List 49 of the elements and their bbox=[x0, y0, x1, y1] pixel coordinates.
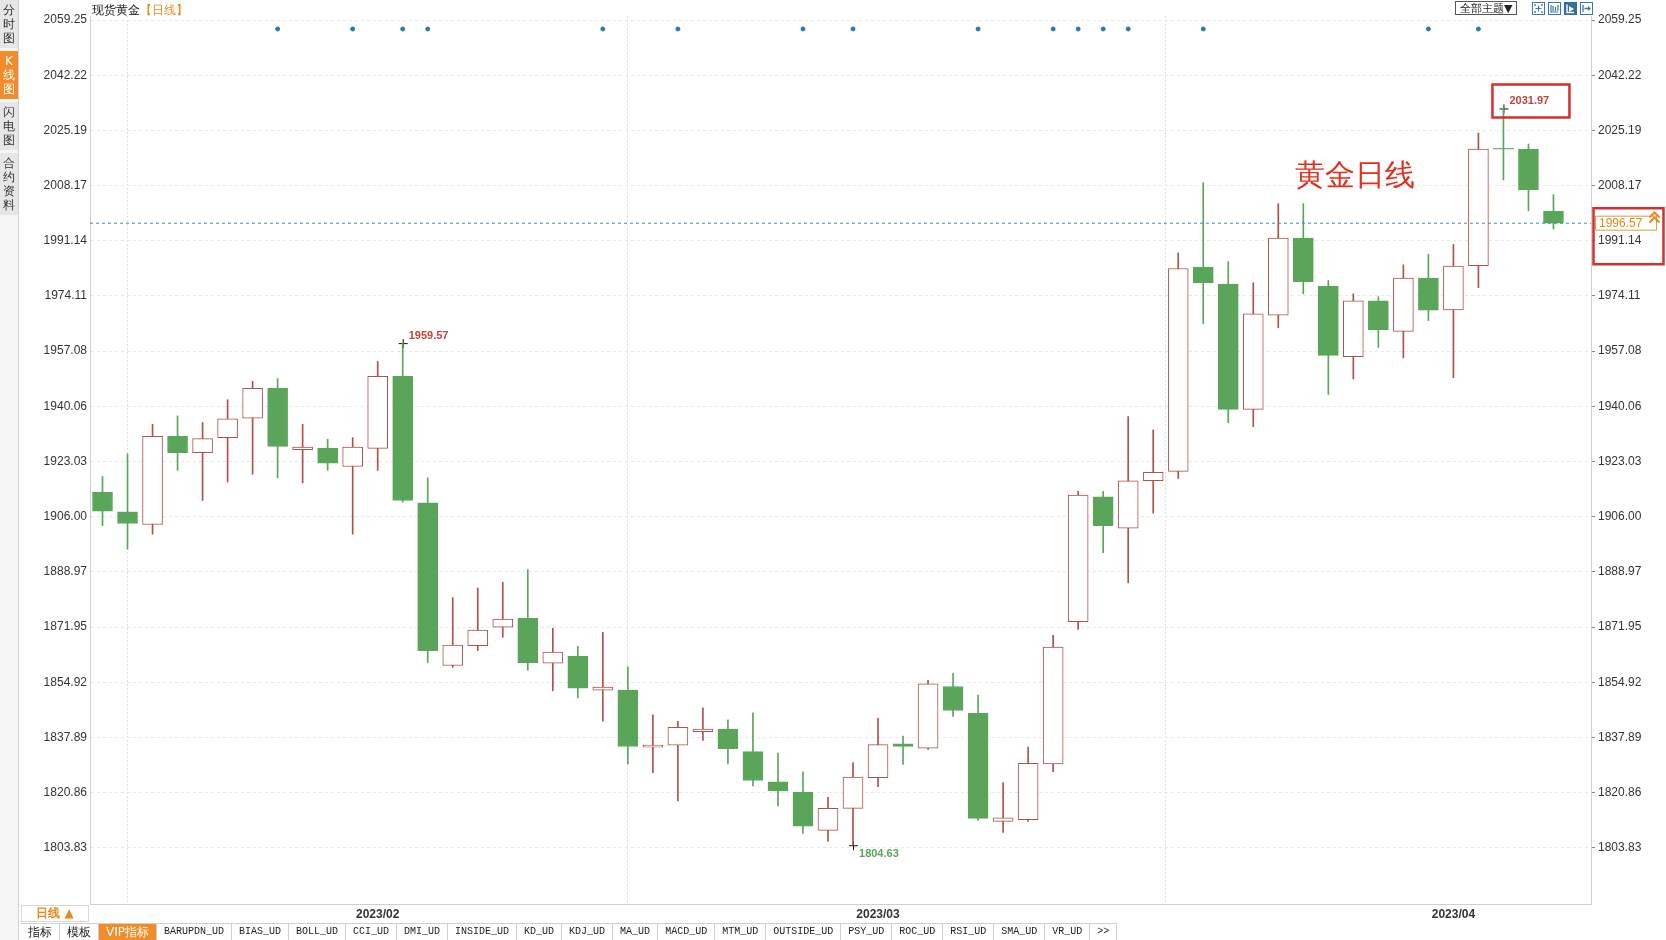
y-tick-label: 2059.25 bbox=[43, 12, 88, 27]
y-tick-label: 1991.14 bbox=[43, 233, 88, 248]
y-tick-label: 2025.19 bbox=[43, 122, 88, 137]
y-tick-label: 2042.22 bbox=[43, 67, 88, 82]
chart-subtitle: 【日线】 bbox=[140, 3, 188, 17]
y2-tick-label: 1923.03 bbox=[1598, 453, 1642, 468]
theme-dropdown: 全部主题▼ bbox=[1455, 1, 1518, 15]
y2-tick-label: 2059.25 bbox=[1598, 12, 1642, 27]
y2-tick-label: 1888.97 bbox=[1598, 564, 1642, 579]
y-tick-label: 1871.95 bbox=[43, 619, 88, 634]
y-tick-label: 1974.11 bbox=[44, 288, 88, 303]
y2-tick-label: 1940.06 bbox=[1598, 398, 1642, 413]
annotation: 黄金日线 bbox=[1295, 156, 1416, 192]
y2-tick-label: 1837.89 bbox=[1598, 729, 1642, 744]
annotation: 1804.63 bbox=[859, 846, 899, 859]
x-tick-label: 2023/02 bbox=[356, 906, 400, 921]
y-tick-label: 1854.92 bbox=[43, 674, 88, 689]
y2-tick-label: 1854.92 bbox=[1598, 674, 1642, 689]
period-dropdown: 日线 ▲ bbox=[21, 905, 89, 922]
y2-tick-label: 1871.95 bbox=[1598, 619, 1642, 634]
sidebar-tab: 合约资料 bbox=[0, 153, 18, 218]
y-tick-label: 1957.08 bbox=[43, 343, 88, 358]
y2-tick-label: 2042.22 bbox=[1598, 67, 1642, 82]
annotation: 2031.97 bbox=[1509, 93, 1550, 106]
x-tick-label: 2023/04 bbox=[1431, 906, 1476, 921]
y-tick-label: 1803.83 bbox=[43, 840, 88, 855]
y2-tick-label: 1991.14 bbox=[1598, 233, 1642, 248]
y-tick-label: 1906.00 bbox=[43, 509, 88, 524]
y2-tick-label: 1906.00 bbox=[1598, 509, 1642, 524]
ref-line-label: 1996.57 bbox=[1599, 216, 1643, 230]
y2-tick-label: 1820.86 bbox=[1598, 784, 1642, 799]
sidebar-tab: 闪电图 bbox=[0, 102, 18, 153]
y2-tick-label: 1957.08 bbox=[1598, 343, 1642, 358]
annotation: 1959.57 bbox=[408, 328, 449, 341]
y-tick-label: 1837.89 bbox=[43, 729, 88, 744]
chart-title: 现货黄金 bbox=[92, 3, 140, 17]
y2-tick-label: 1803.83 bbox=[1598, 840, 1642, 855]
indicator-tab: VIP指标 bbox=[99, 924, 157, 940]
sidebar-tab: K线图 bbox=[0, 51, 18, 102]
y2-tick-label: 2025.19 bbox=[1598, 122, 1642, 137]
y2-tick-label: 2008.17 bbox=[1598, 177, 1642, 192]
y-tick-label: 2008.17 bbox=[43, 177, 88, 192]
sidebar-tab: 分时图 bbox=[0, 0, 18, 51]
y-tick-label: 1923.03 bbox=[43, 453, 88, 468]
x-tick-label: 2023/03 bbox=[856, 906, 901, 921]
y-tick-label: 1820.86 bbox=[43, 784, 88, 799]
y-tick-label: 1940.06 bbox=[43, 398, 88, 413]
y-tick-label: 1888.97 bbox=[43, 564, 88, 579]
y2-tick-label: 1974.11 bbox=[1598, 288, 1641, 303]
